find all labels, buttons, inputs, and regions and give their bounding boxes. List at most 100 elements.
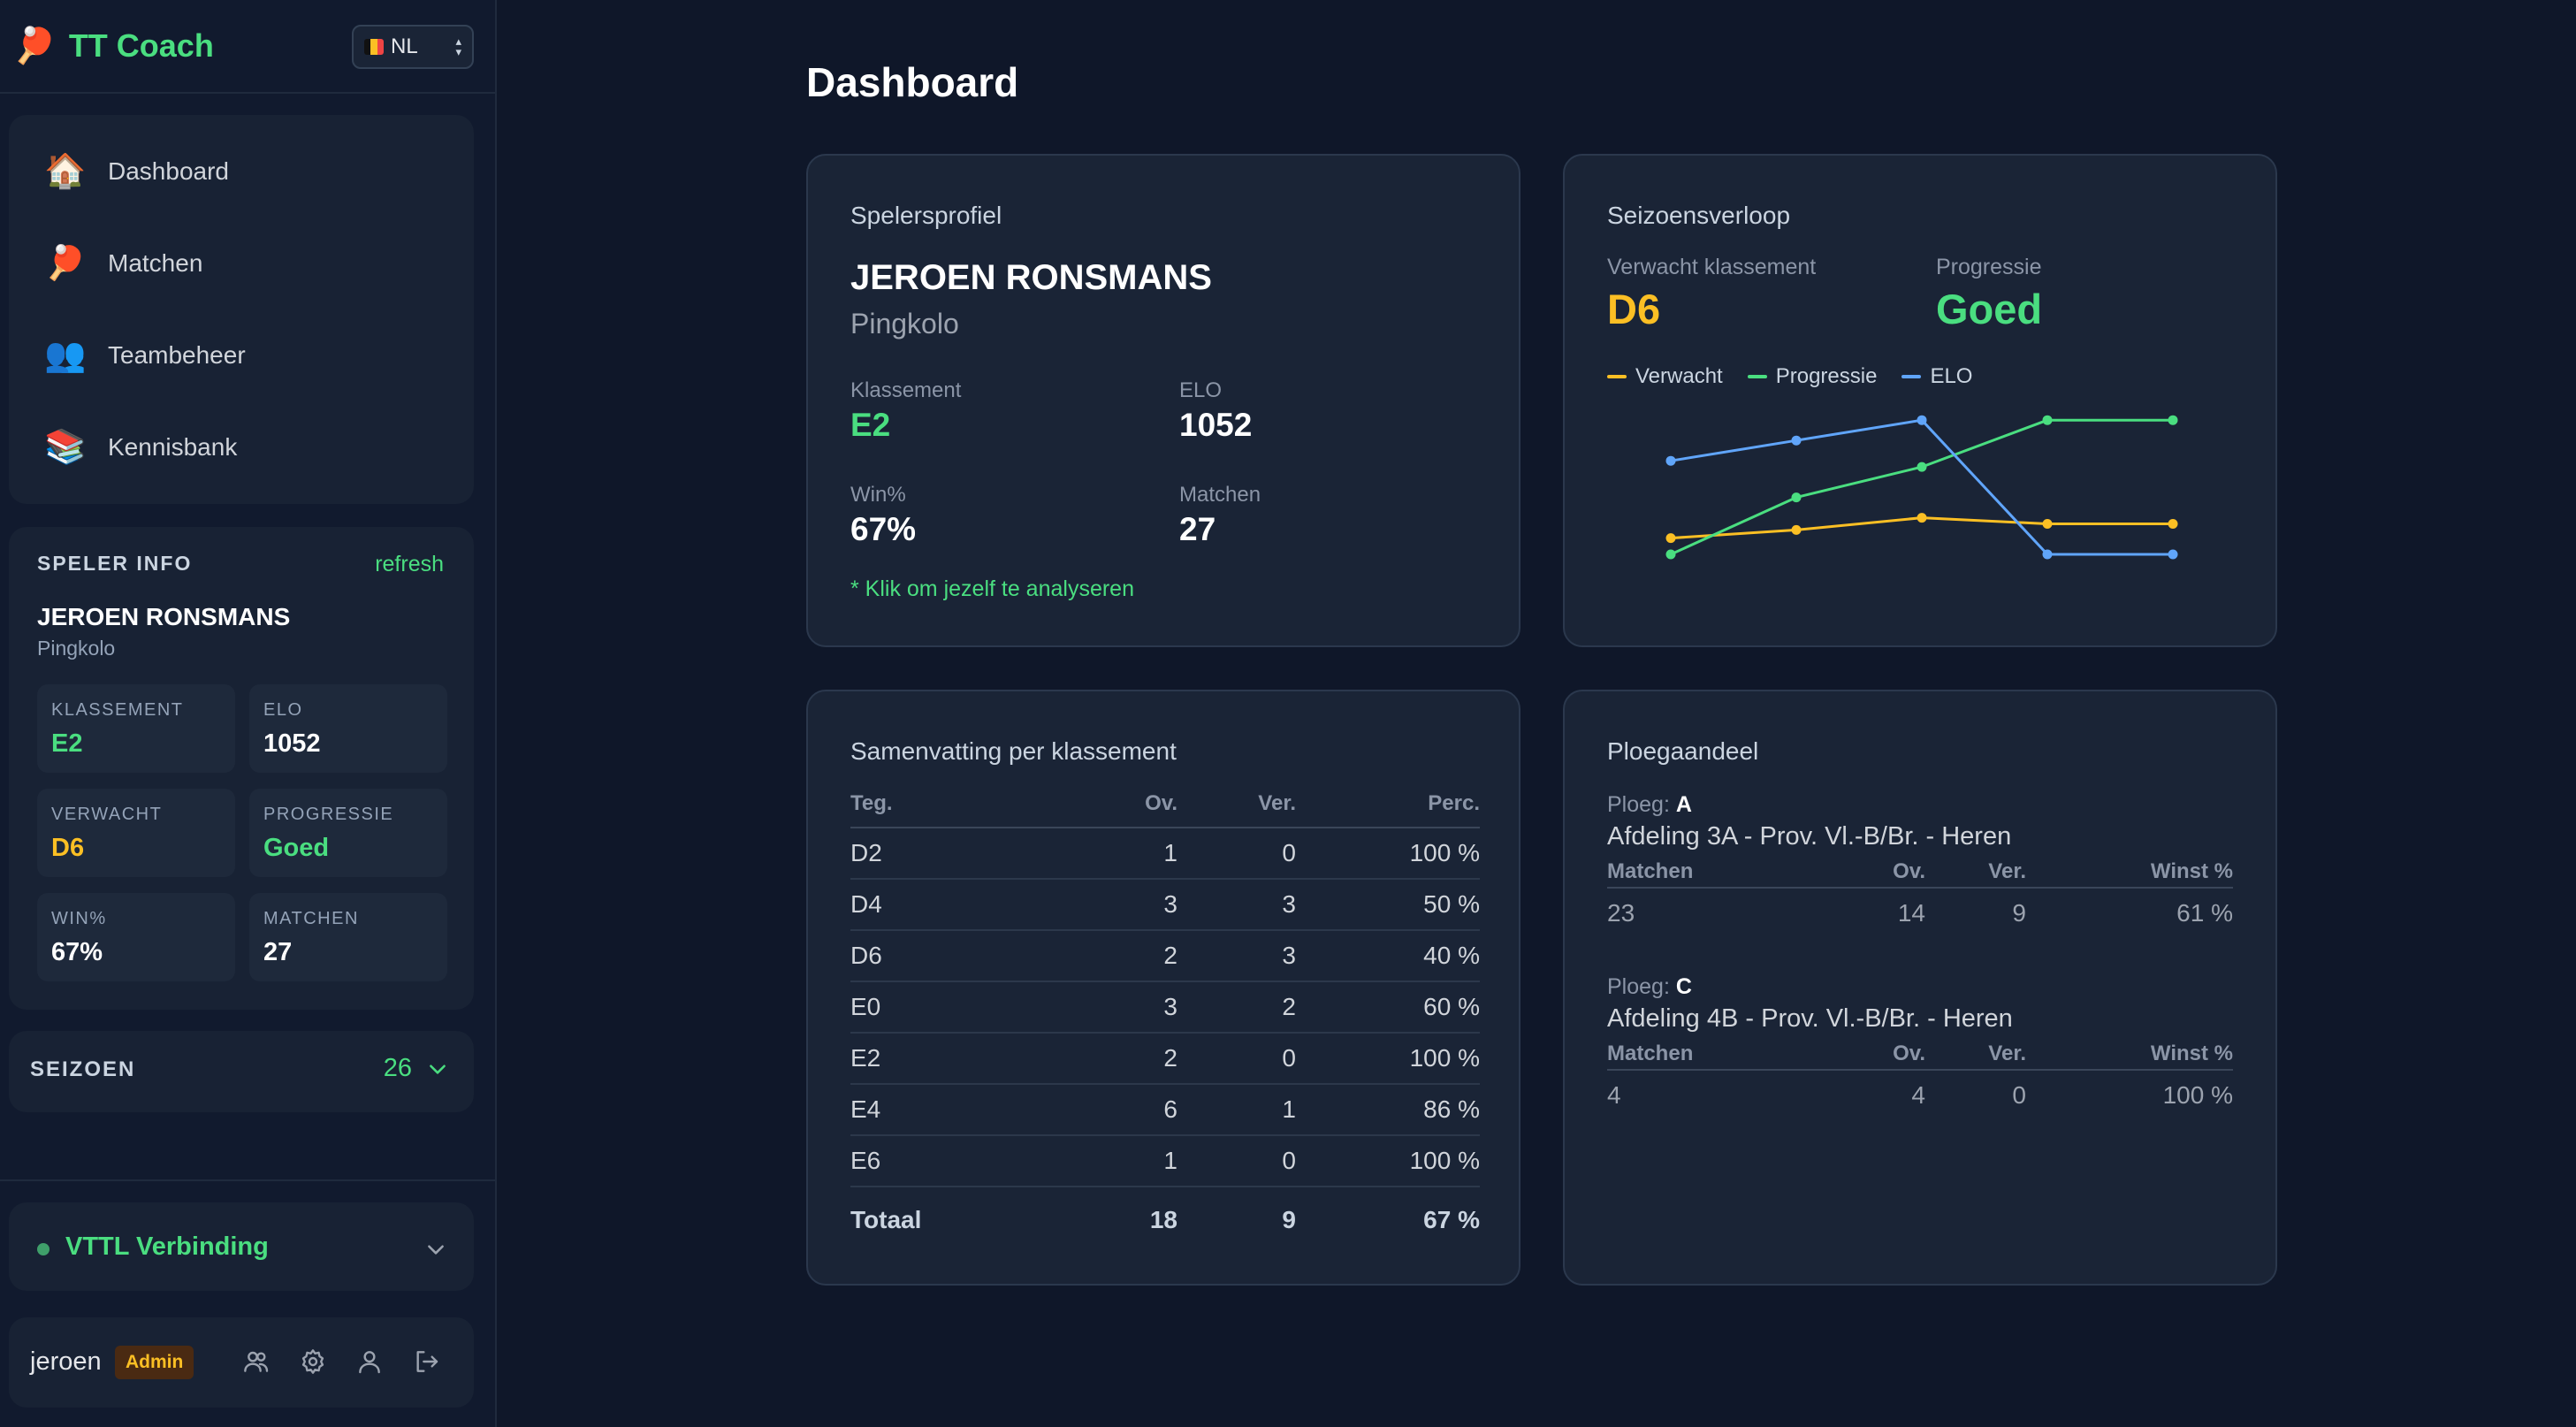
nav-item-teambeheer[interactable]: 👥 Teambeheer xyxy=(44,327,246,384)
season-value: 26 xyxy=(383,1054,412,1082)
brand[interactable]: 🏓 TT Coach xyxy=(12,19,214,72)
table-cell: 61 % xyxy=(2176,898,2233,927)
table-cell: 9 xyxy=(1282,1205,1296,1233)
data-point xyxy=(1665,455,1676,466)
tile-progressie: PROGRESSIE Goed xyxy=(249,789,447,877)
player-profile-card[interactable]: Spelersprofiel JEROEN RONSMANS Pingkolo … xyxy=(806,154,1520,647)
column-header: Ver. xyxy=(1925,1042,2026,1071)
table-cell: 100 % xyxy=(1296,1033,1480,1085)
legend-swatch xyxy=(1747,375,1767,378)
elo-label: ELO xyxy=(1179,378,1223,402)
matchen-label: Matchen xyxy=(1179,483,1261,507)
nav-item-kennisbank[interactable]: 📚 Kennisbank xyxy=(44,419,237,476)
divider xyxy=(0,92,495,94)
klassement-label: Klassement xyxy=(850,378,962,402)
table-cell: 2 xyxy=(1177,981,1296,1034)
data-point xyxy=(1917,462,1927,472)
team-label: Ploeg: C xyxy=(1607,974,1692,1000)
expected-value: D6 xyxy=(1607,286,1661,332)
language-select[interactable]: NL ▴ ▾ xyxy=(352,25,474,69)
table-cell: D2 xyxy=(850,828,1036,880)
table-cell: 14 xyxy=(1897,898,1925,927)
legend-label: Verwacht xyxy=(1635,364,1723,388)
legend-label: Progressie xyxy=(1775,364,1878,388)
player-info-card: SPELER INFO refresh JEROEN RONSMANS Ping… xyxy=(9,527,474,1010)
column-header: Teg. xyxy=(850,780,1036,828)
table-cell: 3 xyxy=(1036,879,1177,931)
season-select[interactable]: SEIZOEN 26 xyxy=(9,1031,474,1112)
legend-swatch xyxy=(1607,375,1627,378)
table-cell: E4 xyxy=(850,1084,1036,1136)
column-header: Winst % xyxy=(2026,1042,2233,1071)
role-badge: Admin xyxy=(115,1346,194,1379)
card-title: Seizoensverloop xyxy=(1607,202,1791,229)
column-header: Winst % xyxy=(2026,859,2233,889)
win-label: Win% xyxy=(850,483,906,507)
data-point xyxy=(2042,519,2053,529)
chart-legend: Verwacht Progressie ELO xyxy=(1607,364,1972,389)
table-row: 23 14 9 61 % xyxy=(1607,888,2233,937)
summary-table: Teg. Ov. Ver. Perc. D2 1 0 100 % D4 3 3 50 % D… xyxy=(850,780,1480,1252)
people-icon: 👥 xyxy=(44,337,87,374)
gear-icon[interactable] xyxy=(299,1347,327,1376)
nav-item-label: Teambeheer xyxy=(108,341,246,369)
logout-icon[interactable] xyxy=(412,1347,440,1376)
ping-pong-paddle-icon: 🏓 xyxy=(12,27,57,65)
tile-value: E2 xyxy=(51,729,83,758)
tile-elo: ELO 1052 xyxy=(249,684,447,773)
data-point xyxy=(2168,549,2178,560)
table-cell: D4 xyxy=(850,879,1036,931)
table-cell: 0 xyxy=(1177,1135,1296,1187)
nav-item-matchen[interactable]: 🏓 Matchen xyxy=(44,235,202,292)
divider xyxy=(0,1179,495,1181)
users-icon[interactable] xyxy=(242,1347,271,1376)
player-name: JEROEN RONSMANS xyxy=(37,603,291,630)
table-cell: 0 xyxy=(1177,1033,1296,1085)
table-cell: 50 % xyxy=(1296,879,1480,931)
player-club: Pingkolo xyxy=(850,308,959,340)
team-share-card: Ploegaandeel Ploeg: A Afdeling 3A - Prov… xyxy=(1563,690,2277,1286)
vttl-connection-label: VTTL Verbinding xyxy=(65,1232,269,1261)
column-header: Matchen xyxy=(1607,859,1837,889)
team-label: Ploeg: A xyxy=(1607,792,1692,818)
tile-verwacht: VERWACHT D6 xyxy=(37,789,235,877)
tile-matchen: MATCHEN 27 xyxy=(249,893,447,981)
data-point xyxy=(1791,524,1802,535)
table-cell: 1 xyxy=(1036,1135,1177,1187)
legend-item: Progressie xyxy=(1747,364,1878,389)
table-cell: 100 % xyxy=(2162,1080,2233,1109)
table-cell: 3 xyxy=(1177,879,1296,931)
tile-value: D6 xyxy=(51,834,85,862)
column-header: Ov. xyxy=(1036,780,1177,828)
table-cell: 86 % xyxy=(1296,1084,1480,1136)
tile-value: 27 xyxy=(263,938,293,966)
app-name: TT Coach xyxy=(68,27,214,64)
matchen-value: 27 xyxy=(1179,511,1216,547)
player-name: JEROEN RONSMANS xyxy=(850,258,1212,297)
data-point xyxy=(2042,549,2053,560)
table-header-row: Matchen Ov. Ver. Winst % xyxy=(1607,1042,2233,1071)
language-value: NL xyxy=(391,34,418,58)
nav-item-label: Matchen xyxy=(108,249,203,277)
user-icon[interactable] xyxy=(355,1347,384,1376)
tile-value: 1052 xyxy=(263,729,321,758)
tile-klassement: KLASSEMENT E2 xyxy=(37,684,235,773)
table-row: D2 1 0 100 % xyxy=(850,828,1480,880)
table-row: E0 3 2 60 % xyxy=(850,981,1480,1034)
data-point xyxy=(1665,549,1676,560)
table-row: E2 2 0 100 % xyxy=(850,1033,1480,1085)
table-cell: 18 xyxy=(1149,1205,1177,1233)
table-header-row: Teg. Ov. Ver. Perc. xyxy=(850,780,1480,828)
vttl-connection-panel[interactable]: VTTL Verbinding xyxy=(9,1202,474,1291)
expected-label: Verwacht klassement xyxy=(1607,255,1817,279)
table-cell: 0 xyxy=(1177,828,1296,880)
nav-item-dashboard[interactable]: 🏠 Dashboard xyxy=(44,143,229,200)
books-icon: 📚 xyxy=(44,429,87,466)
table-cell: 100 % xyxy=(1296,1135,1480,1187)
table-cell: 9 xyxy=(2012,898,2026,927)
elo-value: 1052 xyxy=(1179,407,1253,443)
refresh-link[interactable]: refresh xyxy=(375,552,444,576)
data-point xyxy=(2168,519,2178,529)
tile-label: MATCHEN xyxy=(263,909,359,928)
table-header-row: Matchen Ov. Ver. Winst % xyxy=(1607,859,2233,889)
